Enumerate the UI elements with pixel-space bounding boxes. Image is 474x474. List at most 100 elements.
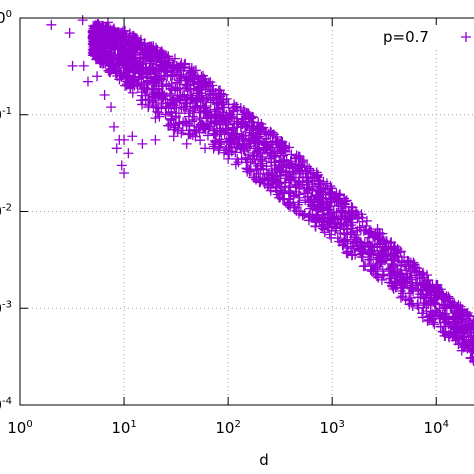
data-point [91,54,102,65]
data-point [357,216,368,227]
data-point [87,33,98,44]
data-point [227,134,238,145]
data-point [156,103,167,114]
data-point [137,67,148,78]
axis-ticks: 100 101 102 103 104 100 10-1 10-2 10-3 10-4 [0,9,449,437]
data-point [368,260,379,271]
data-point [158,60,169,71]
data-point [317,223,328,234]
data-point [255,154,266,165]
data-point [443,330,454,341]
data-point [333,214,344,225]
data-point [436,294,447,305]
data-point [286,149,297,160]
data-point [277,188,288,199]
data-point [46,19,57,30]
data-point [217,110,228,121]
data-point [426,295,437,306]
data-point [165,71,176,82]
data-point [238,105,249,116]
data-point [347,210,358,221]
data-point [156,81,167,92]
data-point [168,94,179,105]
data-point [374,238,385,249]
data-point [268,151,279,162]
legend-label: p=0.7 [383,28,429,46]
x-tick-label: 103 [319,419,344,437]
data-point [151,47,162,58]
data-point [157,88,168,99]
data-point [135,37,146,48]
data-point [161,66,172,77]
data-point [148,41,159,52]
data-point [376,257,387,268]
data-point [232,154,243,165]
data-point [397,257,408,268]
data-point [327,187,338,198]
data-point [151,84,162,95]
data-point [449,318,460,329]
data-point [258,138,269,149]
data-point [226,146,237,157]
data-point [249,172,260,183]
data-point [412,300,423,311]
data-point [325,201,336,212]
data-point [148,92,159,103]
data-point [439,293,450,304]
data-point [137,95,148,106]
data-point [119,167,130,178]
data-point [240,122,251,133]
data-point [399,278,410,289]
data-point [282,199,293,210]
data-point [232,118,243,129]
data-point [421,300,432,311]
y-tick-label: 100 [0,9,12,27]
data-point [389,270,400,281]
data-point [277,194,288,205]
data-point [407,298,418,309]
data-point [181,138,192,149]
data-point [127,87,138,98]
data-point [186,90,197,101]
data-point [294,192,305,203]
data-point [212,112,223,123]
data-point [195,107,206,118]
y-tick-label: 10-2 [0,203,12,221]
data-point [154,111,165,122]
data-point [116,160,127,171]
data-point [248,129,259,140]
data-point [129,39,140,50]
data-point [351,234,362,245]
data-point [317,215,328,226]
data-point [309,175,320,186]
data-point [382,249,393,260]
data-point [340,234,351,245]
data-point [95,38,106,49]
data-point [305,203,316,214]
data-point [203,92,214,103]
data-point [339,199,350,210]
data-point [315,201,326,212]
data-point [343,206,354,217]
data-point [372,239,383,250]
data-point [406,283,417,294]
data-point [77,15,88,26]
data-point [200,143,211,154]
data-point [284,175,295,186]
data-point [122,76,133,87]
data-point [429,286,440,297]
data-point [356,243,367,254]
data-point [204,121,215,132]
data-point [148,64,159,75]
data-point [197,123,208,134]
data-point [224,108,235,119]
data-point [417,308,428,319]
data-point [142,69,153,80]
data-point [424,311,435,322]
data-point [265,126,276,137]
data-point [424,290,435,301]
data-point [454,333,465,344]
data-point [196,118,207,129]
data-point [184,120,195,131]
